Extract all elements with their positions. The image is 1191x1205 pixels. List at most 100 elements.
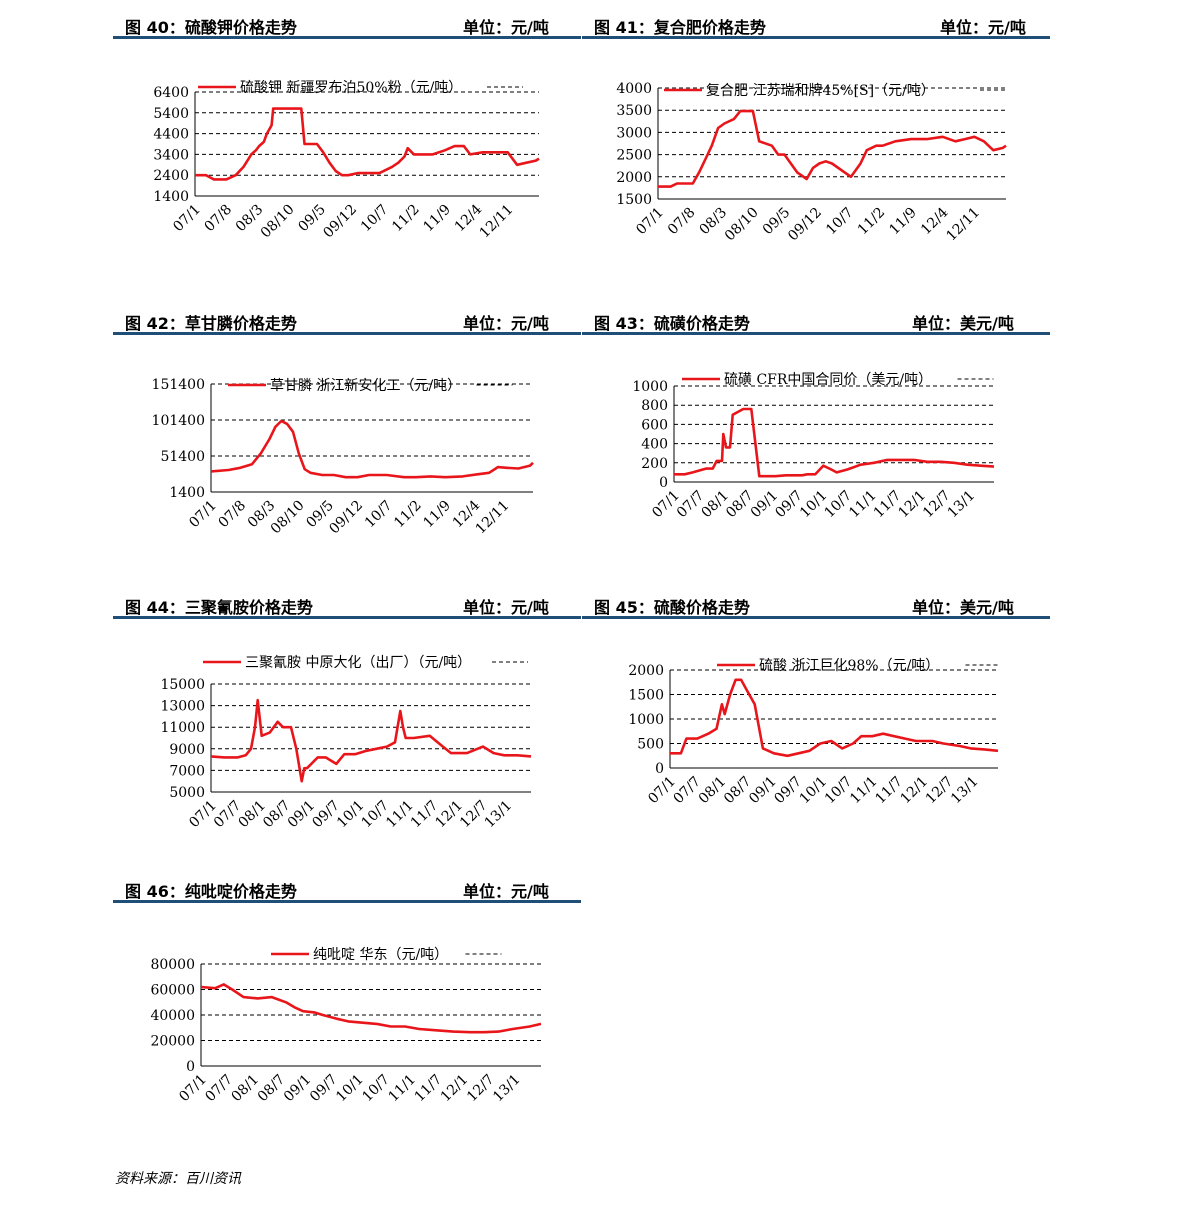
x-tick-label: 10/7 <box>358 202 392 236</box>
x-tick-label: 10/7 <box>822 774 856 808</box>
chart-title: 图 40：硫酸钾价格走势 <box>125 18 297 37</box>
chart-header: 图 42：草甘膦价格走势 单位：元/吨 <box>113 296 581 335</box>
chart-panel-41: 图 41：复合肥价格走势 单位：元/吨 4000 3500 3000 2500 2000… <box>582 0 1050 290</box>
series-line <box>200 983 542 1034</box>
x-tick-label: 07/1 <box>170 202 204 236</box>
chart-panel-46: 图 46：纯吡啶价格走势 单位：元/吨 80000 60000 40000 20000… <box>113 864 581 1154</box>
x-tick-label: 10/7 <box>822 488 856 522</box>
y-tick-label: 1400 <box>169 485 205 501</box>
chart-title: 图 45：硫酸价格走势 <box>594 598 750 617</box>
y-tick-label: 0 <box>655 761 664 777</box>
chart-panel-45: 图 45：硫酸价格走势 单位：美元/吨 2000 1500 1000 500 0 07/1… <box>582 580 1050 870</box>
chart-title: 图 41：复合肥价格走势 <box>594 18 766 37</box>
y-tick-label: 1500 <box>616 192 652 208</box>
x-tick-label: 09/12 <box>320 202 360 242</box>
line-chart: 64005400440034002400140007/107/808/308/1… <box>153 80 540 242</box>
x-tick-label: 07/8 <box>216 498 250 532</box>
chart-panel-44: 图 44：三聚氰胺价格走势 单位：元/吨 15000 13000 11000 9000… <box>113 580 581 870</box>
y-tick-label: 101400 <box>152 413 205 429</box>
chart-header: 图 41：复合肥价格走势 单位：元/吨 <box>582 0 1050 39</box>
x-tick-label: 09/7 <box>307 1072 341 1106</box>
x-tick-label: 07/8 <box>665 205 699 239</box>
x-tick-label: 09/1 <box>748 488 782 522</box>
chart-title: 图 44：三聚氰胺价格走势 <box>125 598 313 617</box>
x-tick-label: 07/7 <box>674 488 708 522</box>
line-chart: 15140010140051400140007/107/808/308/1009… <box>152 377 534 538</box>
x-tick-label: 07/7 <box>211 798 245 832</box>
chart-unit: 单位：元/吨 <box>463 18 549 37</box>
y-tick-label: 1400 <box>153 189 189 205</box>
y-tick-label: 40000 <box>150 1008 195 1024</box>
x-tick-label: 12/1 <box>438 1072 472 1106</box>
x-tick-label: 07/1 <box>176 1072 210 1106</box>
x-tick-label: 09/1 <box>285 798 319 832</box>
y-tick-label: 3500 <box>616 103 652 119</box>
chart-panel-42: 图 42：草甘膦价格走势 单位：元/吨 151400 101400 51400 140… <box>113 296 581 586</box>
y-tick-label: 3400 <box>153 147 189 163</box>
series-line <box>670 678 999 758</box>
x-tick-label: 12/1 <box>898 774 932 808</box>
y-tick-label: 200 <box>641 456 668 472</box>
y-tick-label: 1000 <box>632 379 668 395</box>
series-line <box>674 407 995 478</box>
y-tick-label: 6400 <box>153 85 189 101</box>
x-tick-label: 12/11 <box>473 498 513 538</box>
y-tick-label: 4000 <box>616 81 652 97</box>
x-tick-label: 11/1 <box>846 488 880 522</box>
series-line <box>195 107 540 181</box>
y-tick-label: 0 <box>186 1059 195 1075</box>
x-tick-label: 08/1 <box>696 774 730 808</box>
x-tick-label: 11/9 <box>420 498 454 532</box>
x-tick-label: 08/7 <box>260 798 294 832</box>
line-chart: 1000 800 600 400 200 007/107/708/108/709/109/… <box>632 372 995 522</box>
x-tick-label: 13/1 <box>482 798 516 832</box>
y-tick-label: 500 <box>637 737 664 753</box>
y-tick-label: 13000 <box>160 699 205 715</box>
x-tick-label: 12/1 <box>895 488 929 522</box>
x-tick-label: 07/8 <box>202 202 236 236</box>
y-tick-label: 15000 <box>160 677 205 693</box>
x-tick-label: 08/7 <box>721 774 755 808</box>
chart-title: 图 42：草甘膦价格走势 <box>125 314 297 333</box>
x-tick-label: 07/7 <box>671 774 705 808</box>
y-tick-label: 7000 <box>169 763 205 779</box>
x-tick-label: 08/7 <box>255 1072 289 1106</box>
y-tick-label: 4400 <box>153 127 189 143</box>
legend-label: 硫酸钾 新疆罗布泊50%粉（元/吨） <box>240 80 462 96</box>
series-line <box>210 698 532 783</box>
chart-unit: 单位：美元/吨 <box>912 598 1014 617</box>
y-tick-label: 60000 <box>150 983 195 999</box>
chart-panel-43: 图 43：硫磺价格走势 单位：美元/吨 1000 800 600 400 200 0 07/… <box>582 296 1050 586</box>
y-tick-label: 9000 <box>169 742 205 758</box>
y-tick-label: 3000 <box>616 125 652 141</box>
x-tick-label: 08/10 <box>268 498 308 538</box>
x-tick-label: 10/7 <box>359 1072 393 1106</box>
x-tick-label: 08/10 <box>722 205 762 245</box>
x-tick-label: 11/9 <box>420 202 454 236</box>
y-tick-label: 2000 <box>616 170 652 186</box>
x-tick-label: 12/7 <box>464 1072 498 1106</box>
legend-label: 三聚氰胺 中原大化（出厂）（元/吨） <box>245 655 471 671</box>
x-tick-label: 10/1 <box>334 798 368 832</box>
x-tick-label: 07/1 <box>186 498 220 532</box>
x-tick-label: 11/1 <box>847 774 881 808</box>
legend-label: 硫磺 CFR中国合同价（美元/吨） <box>724 372 932 388</box>
legend-label: 硫酸 浙江巨化98%（元/吨） <box>759 658 939 674</box>
line-chart: 15000130001100090007000500007/107/708/10… <box>160 655 532 832</box>
x-tick-label: 08/1 <box>699 488 733 522</box>
y-tick-label: 1000 <box>628 712 664 728</box>
x-tick-label: 11/7 <box>871 488 905 522</box>
chart-header: 图 43：硫磺价格走势 单位：美元/吨 <box>582 296 1050 335</box>
series-line <box>658 109 1007 188</box>
chart-header: 图 40：硫酸钾价格走势 单位：元/吨 <box>113 0 581 39</box>
x-tick-label: 11/2 <box>391 498 425 532</box>
x-tick-label: 07/7 <box>202 1072 236 1106</box>
x-tick-label: 11/7 <box>872 774 906 808</box>
x-tick-label: 11/2 <box>389 202 423 236</box>
x-tick-label: 09/1 <box>281 1072 315 1106</box>
chart-unit: 单位：元/吨 <box>463 314 549 333</box>
x-tick-label: 08/10 <box>258 202 298 242</box>
x-tick-label: 09/7 <box>309 798 343 832</box>
x-tick-label: 12/1 <box>432 798 466 832</box>
x-tick-label: 13/1 <box>945 488 979 522</box>
